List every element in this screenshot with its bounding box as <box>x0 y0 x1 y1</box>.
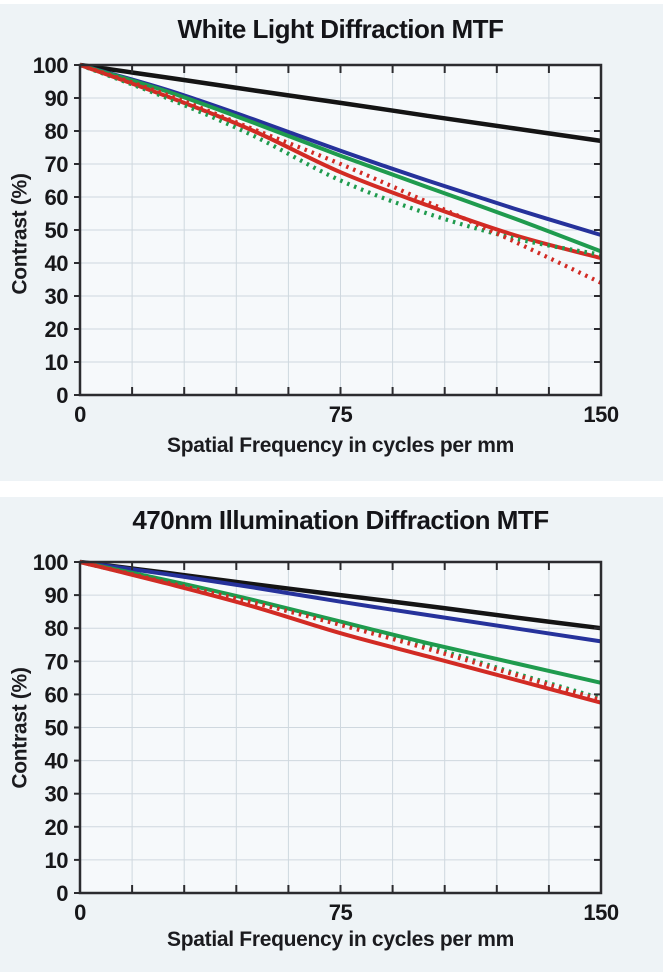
y-tick-label: 0 <box>56 383 68 408</box>
chart-panel-470nm: 470nm Illumination Diffraction MTF Contr… <box>0 497 663 972</box>
y-tick-label: 20 <box>45 815 69 840</box>
y-tick-label: 60 <box>45 185 69 210</box>
y-tick-label: 30 <box>45 284 69 309</box>
series-green-dotted <box>79 63 602 257</box>
series-red-solid <box>79 560 602 705</box>
x-axis-label: Spatial Frequency in cycles per mm <box>167 434 514 457</box>
chart-canvas-white-light: 0 10 20 30 40 50 60 70 80 90 100 0 75 150 <box>0 4 663 481</box>
x-tick-label: 0 <box>74 402 86 427</box>
series-blue-solid <box>79 560 602 644</box>
y-tick-label: 10 <box>45 848 69 873</box>
mtf-chart-svg-0: 0 10 20 30 40 50 60 70 80 90 100 0 75 150 <box>33 53 620 427</box>
tick-labels: 0 10 20 30 40 50 60 70 80 90 100 0 75 150 <box>33 53 620 427</box>
chart-panel-white-light: White Light Diffraction MTF Contrast (%)… <box>0 0 663 481</box>
mtf-chart-svg-1: 0 10 20 30 40 50 60 70 80 90 100 0 75 150 <box>33 550 620 925</box>
y-tick-label: 40 <box>45 251 69 276</box>
y-tick-label: 60 <box>45 682 69 707</box>
y-tick-label: 70 <box>45 649 69 674</box>
y-tick-label: 70 <box>45 152 69 177</box>
plot-border <box>78 560 603 895</box>
series-red-dotted <box>79 63 602 285</box>
y-tick-label: 100 <box>33 550 68 575</box>
y-tick-label: 90 <box>45 583 69 608</box>
y-tick-label: 50 <box>45 218 69 243</box>
y-tick-label: 0 <box>56 881 68 906</box>
y-tick-label: 50 <box>45 716 69 741</box>
plot-border <box>78 63 603 397</box>
x-tick-label: 150 <box>583 900 618 925</box>
x-axis-label: Spatial Frequency in cycles per mm <box>167 928 514 951</box>
y-tick-label: 80 <box>45 616 69 641</box>
y-tick-label: 80 <box>45 119 69 144</box>
x-tick-label: 75 <box>329 900 353 925</box>
y-tick-label: 30 <box>45 782 69 807</box>
tick-labels: 0 10 20 30 40 50 60 70 80 90 100 0 75 150 <box>33 550 620 925</box>
y-tick-label: 20 <box>45 317 69 342</box>
series-green-solid <box>79 63 602 254</box>
y-tick-label: 40 <box>45 749 69 774</box>
x-tick-label: 0 <box>74 900 86 925</box>
series-group <box>79 559 602 705</box>
x-tick-label: 150 <box>583 402 618 427</box>
chart-canvas-470nm: 0 10 20 30 40 50 60 70 80 90 100 0 75 150 <box>0 497 663 972</box>
x-tick-label: 75 <box>329 402 353 427</box>
y-tick-label: 100 <box>33 53 68 78</box>
panel-divider <box>0 481 663 497</box>
y-tick-label: 90 <box>45 86 69 111</box>
series-green-solid <box>79 560 602 685</box>
series-group <box>79 62 602 285</box>
series-diffraction-limit-black <box>79 62 602 144</box>
chart-title-white-light: White Light Diffraction MTF <box>177 14 504 44</box>
chart-title-470nm: 470nm Illumination Diffraction MTF <box>132 505 549 535</box>
y-tick-label: 10 <box>45 350 69 375</box>
